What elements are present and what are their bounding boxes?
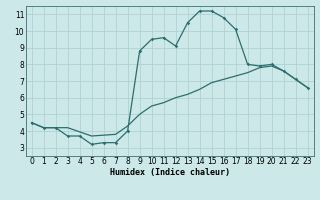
X-axis label: Humidex (Indice chaleur): Humidex (Indice chaleur): [109, 168, 230, 177]
